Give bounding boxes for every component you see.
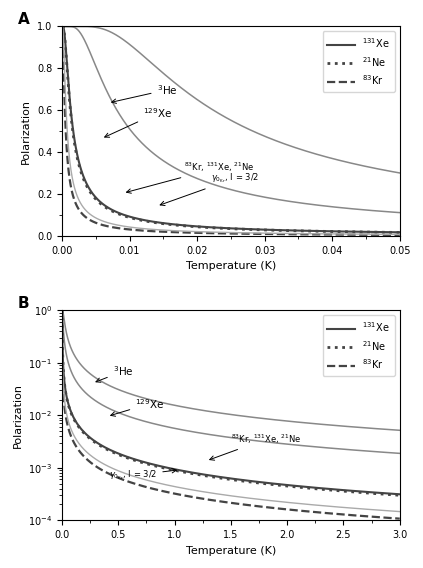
Y-axis label: Polarization: Polarization [21, 99, 31, 164]
Legend: $^{131}$Xe, $^{21}$Ne, $^{83}$Kr: $^{131}$Xe, $^{21}$Ne, $^{83}$Kr [323, 31, 395, 92]
Text: $\gamma_{0_{\mathrm{Kr}}}$, I = 3/2: $\gamma_{0_{\mathrm{Kr}}}$, I = 3/2 [160, 172, 258, 206]
Text: $^{83}$Kr, $^{131}$Xe, $^{21}$Ne: $^{83}$Kr, $^{131}$Xe, $^{21}$Ne [210, 432, 302, 460]
Text: $\gamma_{0_{\mathrm{Kr}}}$, I = 3/2: $\gamma_{0_{\mathrm{Kr}}}$, I = 3/2 [109, 469, 176, 482]
X-axis label: Temperature (K): Temperature (K) [186, 545, 276, 556]
Text: B: B [18, 296, 30, 311]
Text: $^{83}$Kr, $^{131}$Xe, $^{21}$Ne: $^{83}$Kr, $^{131}$Xe, $^{21}$Ne [126, 161, 254, 193]
Text: A: A [18, 12, 30, 27]
Text: $^{129}$Xe: $^{129}$Xe [104, 106, 172, 137]
Legend: $^{131}$Xe, $^{21}$Ne, $^{83}$Kr: $^{131}$Xe, $^{21}$Ne, $^{83}$Kr [323, 315, 395, 376]
Y-axis label: Polarization: Polarization [13, 383, 22, 448]
Text: $^{129}$Xe: $^{129}$Xe [111, 396, 164, 416]
Text: $^{3}$He: $^{3}$He [112, 83, 177, 103]
X-axis label: Temperature (K): Temperature (K) [186, 261, 276, 272]
Text: $^{3}$He: $^{3}$He [96, 364, 133, 382]
